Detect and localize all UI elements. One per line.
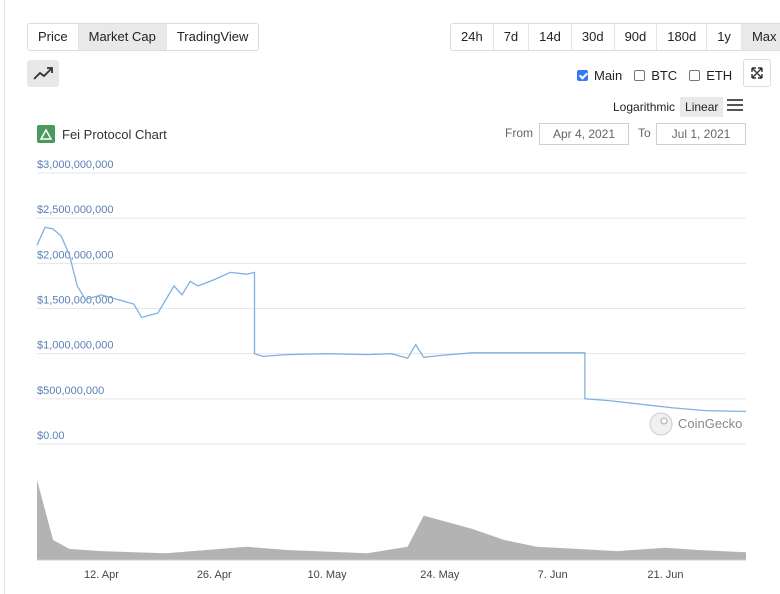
y-tick-label: $1,000,000,000 — [37, 340, 113, 352]
y-tick-label: $3,000,000,000 — [37, 159, 113, 171]
x-tick-label: 10. May — [307, 569, 347, 581]
tab-price[interactable]: Price — [28, 24, 79, 50]
y-tick-label: $2,000,000,000 — [37, 249, 113, 261]
range-90d[interactable]: 90d — [615, 24, 658, 50]
line-chart-toggle-button[interactable] — [27, 60, 59, 87]
hamburger-menu-icon[interactable] — [727, 99, 743, 111]
range-max[interactable]: Max — [741, 24, 780, 50]
y-tick-label: $500,000,000 — [37, 385, 104, 397]
fullscreen-button[interactable] — [743, 59, 771, 87]
scale-toggle: Logarithmic Linear — [608, 97, 724, 117]
compare-options: Main BTC ETH — [577, 68, 744, 83]
compare-main-label: Main — [594, 68, 623, 83]
expand-icon — [751, 67, 763, 79]
compare-btc[interactable]: BTC — [634, 68, 677, 83]
compare-eth[interactable]: ETH — [689, 68, 732, 83]
tab-market-cap[interactable]: Market Cap — [78, 24, 167, 50]
x-tick-label: 7. Jun — [538, 569, 568, 581]
coingecko-icon — [37, 125, 55, 143]
chart-type-tabs: Price Market Cap TradingView — [27, 23, 260, 51]
range-24h[interactable]: 24h — [451, 24, 494, 50]
x-tick-label: 12. Apr — [84, 569, 119, 581]
y-tick-label: $1,500,000,000 — [37, 295, 113, 307]
from-label: From — [505, 126, 533, 140]
compare-eth-label: ETH — [706, 68, 733, 83]
btc-checkbox[interactable] — [634, 70, 646, 81]
x-tick-label: 26. Apr — [197, 569, 232, 581]
y-tick-label: $0.00 — [37, 430, 65, 442]
chart-title: Fei Protocol Chart — [62, 127, 167, 142]
volume-area — [37, 480, 746, 560]
x-tick-label: 24. May — [420, 569, 460, 581]
compare-main[interactable]: Main — [577, 68, 622, 83]
coingecko-watermark: CoinGecko — [649, 412, 742, 436]
chart-widget — [4, 0, 780, 594]
main-checkbox[interactable] — [577, 70, 588, 81]
to-label: To — [638, 126, 651, 140]
range-180d[interactable]: 180d — [657, 24, 708, 50]
to-date-input[interactable]: Jul 1, 2021 — [656, 123, 746, 145]
scale-logarithmic[interactable]: Logarithmic — [613, 100, 676, 114]
trend-line-icon — [33, 67, 53, 80]
x-tick-label: 21. Jun — [647, 569, 683, 581]
tab-tradingview[interactable]: TradingView — [176, 29, 249, 44]
time-range-selector: 24h 7d 14d 30d 90d 180d 1y Max — [450, 23, 780, 51]
eth-checkbox[interactable] — [689, 70, 701, 81]
scale-linear[interactable]: Linear — [680, 97, 724, 117]
y-tick-label: $2,500,000,000 — [37, 204, 113, 216]
market-cap-line — [36, 226, 747, 413]
range-1y[interactable]: 1y — [707, 24, 742, 50]
watermark-text: CoinGecko — [678, 416, 742, 431]
range-7d[interactable]: 7d — [494, 24, 530, 50]
from-date-input[interactable]: Apr 4, 2021 — [539, 123, 629, 145]
range-14d[interactable]: 14d — [529, 24, 572, 50]
range-30d[interactable]: 30d — [572, 24, 615, 50]
compare-btc-label: BTC — [651, 68, 678, 83]
